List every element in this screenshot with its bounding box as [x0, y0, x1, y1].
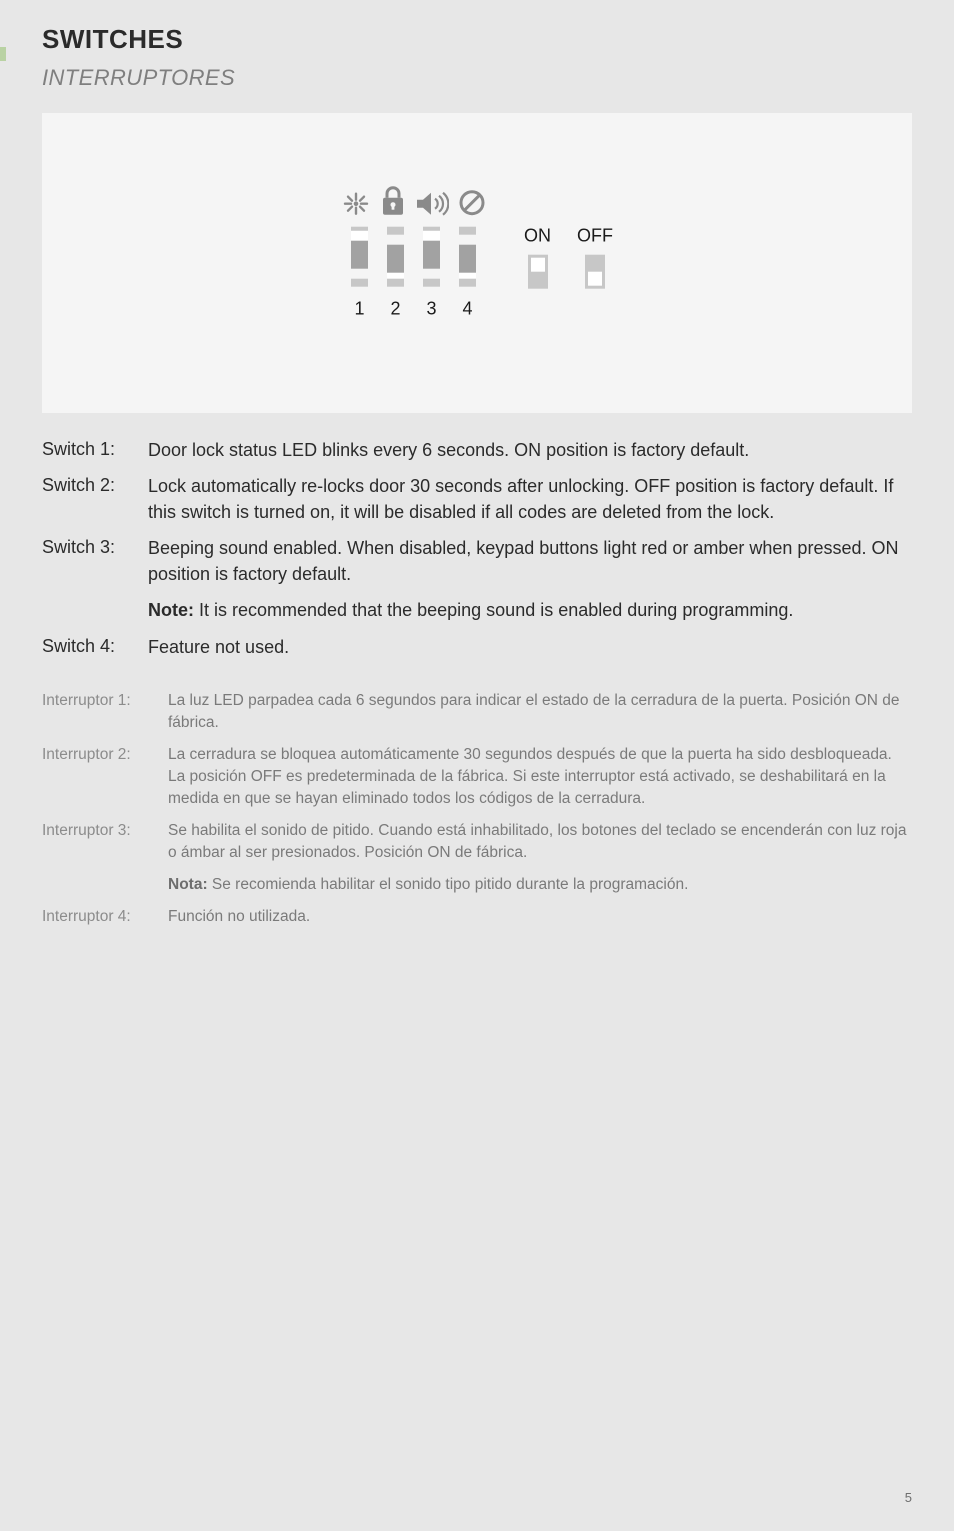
desc-text: Beeping sound enabled. When disabled, ke…: [148, 535, 912, 587]
desc-text: Función no utilizada.: [168, 906, 912, 928]
note-prefix: Note:: [148, 600, 194, 620]
desc-row-es-1: Interruptor 1: La luz LED parpadea cada …: [42, 690, 912, 734]
desc-row-en-1: Switch 1: Door lock status LED blinks ev…: [42, 437, 912, 463]
desc-row-en-3: Switch 3: Beeping sound enabled. When di…: [42, 535, 912, 587]
desc-row-es-3: Interruptor 3: Se habilita el sonido de …: [42, 820, 912, 864]
dip-switch-2: [383, 227, 408, 287]
desc-text: Lock automatically re-locks door 30 seco…: [148, 473, 912, 525]
led-icon: [341, 191, 371, 217]
diagram-center: 1 2 3 4 ON OFF: [341, 185, 613, 320]
switch-diagram-panel: 1 2 3 4 ON OFF: [42, 113, 912, 413]
english-descriptions: Switch 1: Door lock status LED blinks ev…: [42, 437, 912, 660]
prohibited-icon: [458, 189, 486, 217]
desc-label: Interruptor 3:: [42, 820, 168, 864]
legend-off-icon: [585, 255, 605, 289]
spanish-descriptions: Interruptor 1: La luz LED parpadea cada …: [42, 690, 912, 928]
switch-row: [347, 227, 480, 287]
desc-label: Switch 3:: [42, 535, 148, 587]
desc-text: Door lock status LED blinks every 6 seco…: [148, 437, 912, 463]
desc-label: Interruptor 2:: [42, 744, 168, 810]
note-body: Se recomienda habilitar el sonido tipo p…: [208, 876, 689, 893]
desc-row-es-2: Interruptor 2: La cerradura se bloquea a…: [42, 744, 912, 810]
page-title-en: SWITCHES: [42, 24, 954, 55]
desc-row-es-note: Nota: Se recomienda habilitar el sonido …: [42, 874, 912, 896]
legend-off: OFF: [577, 226, 613, 289]
desc-label: [42, 597, 148, 623]
desc-row-en-2: Switch 2: Lock automatically re-locks do…: [42, 473, 912, 525]
desc-text: Nota: Se recomienda habilitar el sonido …: [168, 874, 912, 896]
lock-icon: [380, 185, 406, 217]
desc-label: Switch 1:: [42, 437, 148, 463]
desc-row-es-4: Interruptor 4: Función no utilizada.: [42, 906, 912, 928]
desc-label: Switch 4:: [42, 634, 148, 660]
desc-text: Feature not used.: [148, 634, 912, 660]
switch-numbers: 1 2 3 4: [347, 299, 480, 320]
note-prefix: Nota:: [168, 876, 208, 893]
dip-switch-1: [347, 227, 372, 287]
legend-off-label: OFF: [577, 226, 613, 247]
desc-label: Interruptor 1:: [42, 690, 168, 734]
desc-row-en-4: Switch 4: Feature not used.: [42, 634, 912, 660]
accent-tab: [0, 47, 6, 61]
icon-row: [341, 185, 486, 217]
speaker-icon: [415, 191, 449, 217]
page-number: 5: [905, 1490, 912, 1505]
switch-num-3: 3: [419, 299, 444, 320]
switch-num-4: 4: [455, 299, 480, 320]
desc-label: [42, 874, 168, 896]
desc-text: La luz LED parpadea cada 6 segundos para…: [168, 690, 912, 734]
onoff-legend: ON OFF: [524, 226, 613, 289]
desc-text: Note: It is recommended that the beeping…: [148, 597, 912, 623]
desc-row-en-note: Note: It is recommended that the beeping…: [42, 597, 912, 623]
legend-on: ON: [524, 226, 551, 289]
note-body: It is recommended that the beeping sound…: [194, 600, 793, 620]
switch-block: 1 2 3 4: [341, 185, 486, 320]
page-title-es: INTERRUPTORES: [42, 65, 954, 91]
desc-label: Switch 2:: [42, 473, 148, 525]
switch-num-2: 2: [383, 299, 408, 320]
legend-on-label: ON: [524, 226, 551, 247]
desc-text: La cerradura se bloquea automáticamente …: [168, 744, 912, 810]
dip-switch-4: [455, 227, 480, 287]
dip-switch-3: [419, 227, 444, 287]
desc-text: Se habilita el sonido de pitido. Cuando …: [168, 820, 912, 864]
desc-label: Interruptor 4:: [42, 906, 168, 928]
switch-num-1: 1: [347, 299, 372, 320]
legend-on-icon: [528, 255, 548, 289]
